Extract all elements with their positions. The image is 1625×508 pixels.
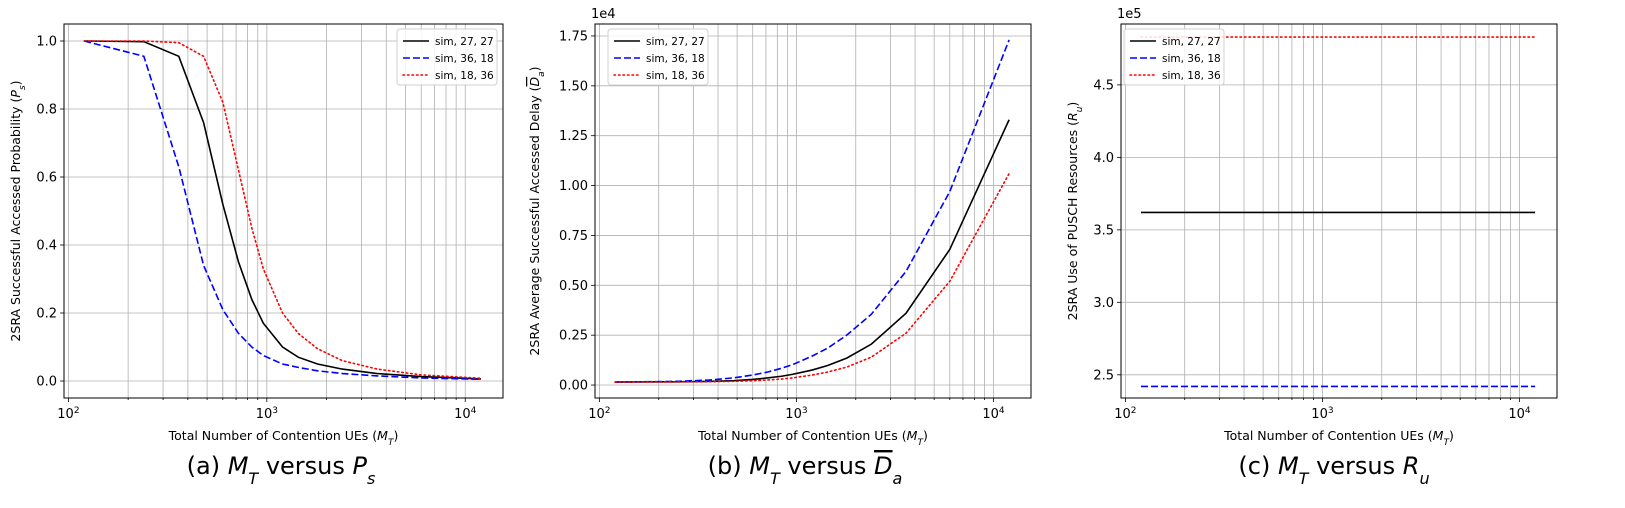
y-tick-label: 0.6	[36, 171, 57, 186]
y-tick-label: 2.5	[1093, 368, 1114, 383]
panel-caption: (b) MT versus Da	[708, 452, 903, 488]
x-tick-label: 102	[57, 406, 79, 422]
legend: sim, 27, 27 sim, 36, 18 sim, 18, 36	[1123, 28, 1225, 86]
series-line-3	[614, 172, 1010, 383]
y-tick-label: 0.75	[559, 229, 588, 244]
series-line-2	[83, 40, 481, 381]
y-tick-label: 0.0	[36, 375, 57, 390]
x-tick-label: 102	[1114, 406, 1136, 422]
legend-box	[1123, 28, 1225, 86]
y-axis-label: 2SRA Average Successful Accessed Delay (…	[527, 66, 547, 355]
legend-label-1: sim, 27, 27	[435, 36, 494, 48]
plot-frame	[594, 23, 1032, 399]
legend: sim, 27, 27 sim, 36, 18 sim, 18, 36	[396, 28, 498, 86]
series-line-1	[84, 40, 481, 380]
x-tick-label: 103	[1311, 406, 1333, 422]
x-tick-label: 104	[982, 406, 1005, 422]
legend-label-2: sim, 36, 18	[435, 53, 494, 65]
y-tick-label: 0.25	[559, 329, 588, 344]
x-tick-label: 102	[588, 406, 610, 422]
y-axis-label: 2SRA Successful Accessed Probability (Ps…	[8, 80, 28, 341]
y-tick-label: 1.0	[36, 35, 57, 50]
chart-panel-1: 102 103 104 0.0 0.2 0.4 0.6 0.8 1.0 Total Number …	[8, 23, 504, 488]
x-tick-label: 103	[256, 406, 278, 422]
panel-caption: (c) MT versus Ru	[1238, 452, 1429, 488]
legend-label-2: sim, 36, 18	[646, 53, 705, 65]
legend-box	[396, 28, 498, 86]
legend-label-3: sim, 18, 36	[435, 70, 494, 82]
x-tick-label: 104	[1508, 406, 1531, 422]
y-tick-label: 0.2	[36, 307, 57, 322]
legend: sim, 27, 27 sim, 36, 18 sim, 18, 36	[607, 28, 709, 86]
y-tick-label: 4.0	[1093, 151, 1114, 166]
y-tick-label: 3.0	[1093, 296, 1114, 311]
chart-panel-2: 102 103 104 0.00 0.25 0.50 0.75 1.00 1.25 1.50 1.7…	[527, 7, 1032, 488]
plot-frame	[1120, 23, 1558, 399]
y-tick-label: 0.8	[36, 103, 57, 118]
y-tick-label: 3.5	[1093, 223, 1114, 238]
y-tick-label: 0.4	[36, 239, 57, 254]
y-tick-label: 1.75	[559, 29, 588, 44]
series-line-1	[614, 119, 1010, 383]
y-tick-label: 1.25	[559, 129, 588, 144]
y-tick-label: 4.5	[1093, 78, 1114, 93]
series-line-2	[614, 39, 1010, 383]
x-axis-label: Total Number of Contention UEs (MT)	[697, 428, 928, 448]
y-axis-label: 2SRA Use of PUSCH Resources (Ru)	[1065, 102, 1085, 321]
x-tick-label: 104	[454, 406, 477, 422]
series-line-3	[83, 40, 482, 380]
legend-label-2: sim, 36, 18	[1162, 53, 1221, 65]
y-tick-label: 1.00	[559, 179, 588, 194]
plot-frame	[63, 23, 504, 399]
y-tick-label: 0.50	[559, 279, 588, 294]
legend-label-1: sim, 27, 27	[1162, 36, 1221, 48]
panel-caption: (a) MT versus Ps	[187, 452, 376, 488]
legend-label-3: sim, 18, 36	[1162, 70, 1221, 82]
y-tick-label: 1.50	[559, 79, 588, 94]
chart-panel-3: 102 103 104 2.5 3.0 3.5 4.0 4.5 1e5 Total Number …	[1065, 7, 1558, 488]
x-tick-label: 103	[785, 406, 807, 422]
y-offset-label: 1e4	[591, 7, 616, 22]
x-axis-label: Total Number of Contention UEs (MT)	[168, 428, 399, 448]
x-axis-label: Total Number of Contention UEs (MT)	[1223, 428, 1454, 448]
legend-label-1: sim, 27, 27	[646, 36, 705, 48]
legend-box	[607, 28, 709, 86]
y-tick-label: 0.00	[559, 379, 588, 394]
y-offset-label: 1e5	[1117, 7, 1142, 22]
legend-label-3: sim, 18, 36	[646, 70, 705, 82]
